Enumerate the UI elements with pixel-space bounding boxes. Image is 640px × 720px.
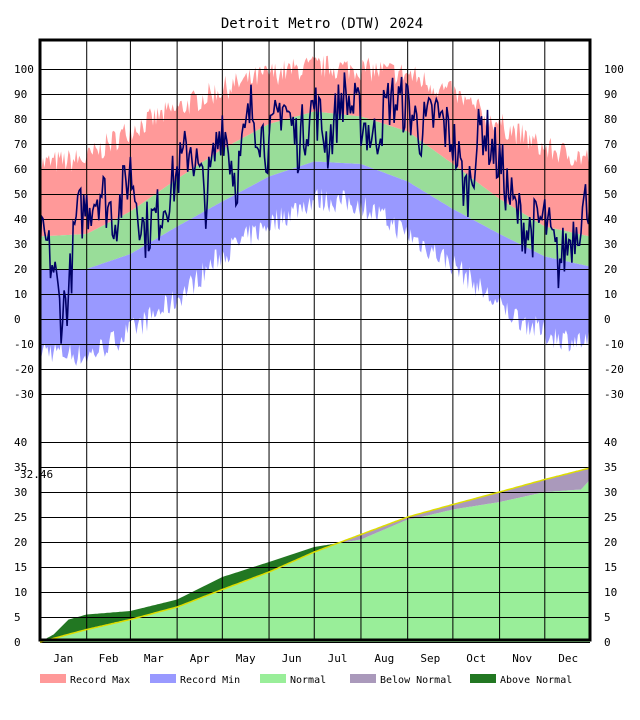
temp-tick-label-right: 40 xyxy=(604,213,617,226)
precip-tick-label-left: 5 xyxy=(14,611,21,624)
month-label: Aug xyxy=(374,652,394,665)
temp-tick-label-left: 50 xyxy=(14,188,27,201)
month-label: Oct xyxy=(466,652,486,665)
temp-tick-label-left: -10 xyxy=(14,338,34,351)
temp-tick-label-left: 60 xyxy=(14,163,27,176)
precip-tick-label-right: 5 xyxy=(604,611,611,624)
legend-label: Record Max xyxy=(70,675,130,686)
temp-tick-label-left: 100 xyxy=(14,63,34,76)
temp-tick-label-left: 40 xyxy=(14,213,27,226)
grid xyxy=(40,40,590,643)
legend-label: Below Normal xyxy=(380,675,452,686)
temp-tick-label-left: 20 xyxy=(14,263,27,276)
precip-tick-label-right: 30 xyxy=(604,486,617,499)
normal-band xyxy=(40,111,590,269)
precip-tick-label-right: 20 xyxy=(604,536,617,549)
observed-temperature-line xyxy=(39,72,591,344)
temp-tick-label-right: 20 xyxy=(604,263,617,276)
temp-tick-label-right: -20 xyxy=(604,363,624,376)
temp-tick-label-right: 30 xyxy=(604,238,617,251)
month-label: Sep xyxy=(420,652,440,665)
precip-below-normal-area xyxy=(338,468,590,544)
temp-tick-label-left: 70 xyxy=(14,138,27,151)
temp-tick-label-left: 80 xyxy=(14,113,27,126)
temp-tick-label-left: -30 xyxy=(14,388,34,401)
legend-label: Above Normal xyxy=(500,675,572,686)
precip-tick-label-left: 25 xyxy=(14,511,27,524)
temp-tick-label-right: -10 xyxy=(604,338,624,351)
month-label: May xyxy=(236,652,256,665)
temp-tick-label-left: 10 xyxy=(14,288,27,301)
legend: Record Max Record Min Normal Below Normal Ab… xyxy=(40,674,572,686)
precip-total-annotation: 32.46 xyxy=(20,468,53,481)
month-label: Nov xyxy=(512,652,532,665)
precip-tick-label-left: 30 xyxy=(14,486,27,499)
temp-tick-label-left: 90 xyxy=(14,88,27,101)
temp-tick-label-left: 30 xyxy=(14,238,27,251)
legend-label: Record Min xyxy=(180,675,240,686)
plot-frame xyxy=(38,38,592,642)
legend-swatch xyxy=(150,674,176,683)
precip-tick-label-left: 20 xyxy=(14,536,27,549)
month-label: Jan xyxy=(53,652,73,665)
month-label: Dec xyxy=(558,652,578,665)
month-label: Apr xyxy=(190,652,210,665)
precip-tick-label-right: 35 xyxy=(604,461,617,474)
precip-tick-label-left: 10 xyxy=(14,586,27,599)
temp-tick-label-right: 10 xyxy=(604,288,617,301)
precip-normal-line xyxy=(39,467,591,643)
precip-tick-label-right: 25 xyxy=(604,511,617,524)
month-label: Mar xyxy=(144,652,164,665)
legend-swatch xyxy=(350,674,376,683)
temp-tick-label-right: 90 xyxy=(604,88,617,101)
month-label: Jun xyxy=(282,652,302,665)
legend-swatch xyxy=(40,674,66,683)
precip-tick-label-left: 35 xyxy=(14,461,27,474)
legend-swatch xyxy=(260,674,286,683)
precip-tick-label-right: 15 xyxy=(604,561,617,574)
temp-tick-label-right: -30 xyxy=(604,388,624,401)
precip-tick-label-right: 0 xyxy=(604,636,611,649)
precip-tick-label-left: 15 xyxy=(14,561,27,574)
precip-tick-label-left: 0 xyxy=(14,636,21,649)
temp-tick-label-left: 0 xyxy=(14,313,21,326)
temp-tick-label-left: -20 xyxy=(14,363,34,376)
temp-tick-label-right: 60 xyxy=(604,163,617,176)
temp-tick-label-right: 50 xyxy=(604,188,617,201)
temp-tick-label-right: 100 xyxy=(604,63,624,76)
chart-title: Detroit Metro (DTW) 2024 xyxy=(221,16,423,32)
legend-swatch xyxy=(470,674,496,683)
temp-tick-label-right: 70 xyxy=(604,138,617,151)
temp-tick-label-right: 0 xyxy=(604,313,611,326)
temp-tick-label-right: 80 xyxy=(604,113,617,126)
month-label: Jul xyxy=(328,652,348,665)
precip-tick-label-right: 40 xyxy=(604,436,617,449)
precip-tick-label-right: 10 xyxy=(604,586,617,599)
legend-label: Normal xyxy=(290,675,326,686)
month-label: Feb xyxy=(99,652,119,665)
precip-tick-label-left: 40 xyxy=(14,436,27,449)
